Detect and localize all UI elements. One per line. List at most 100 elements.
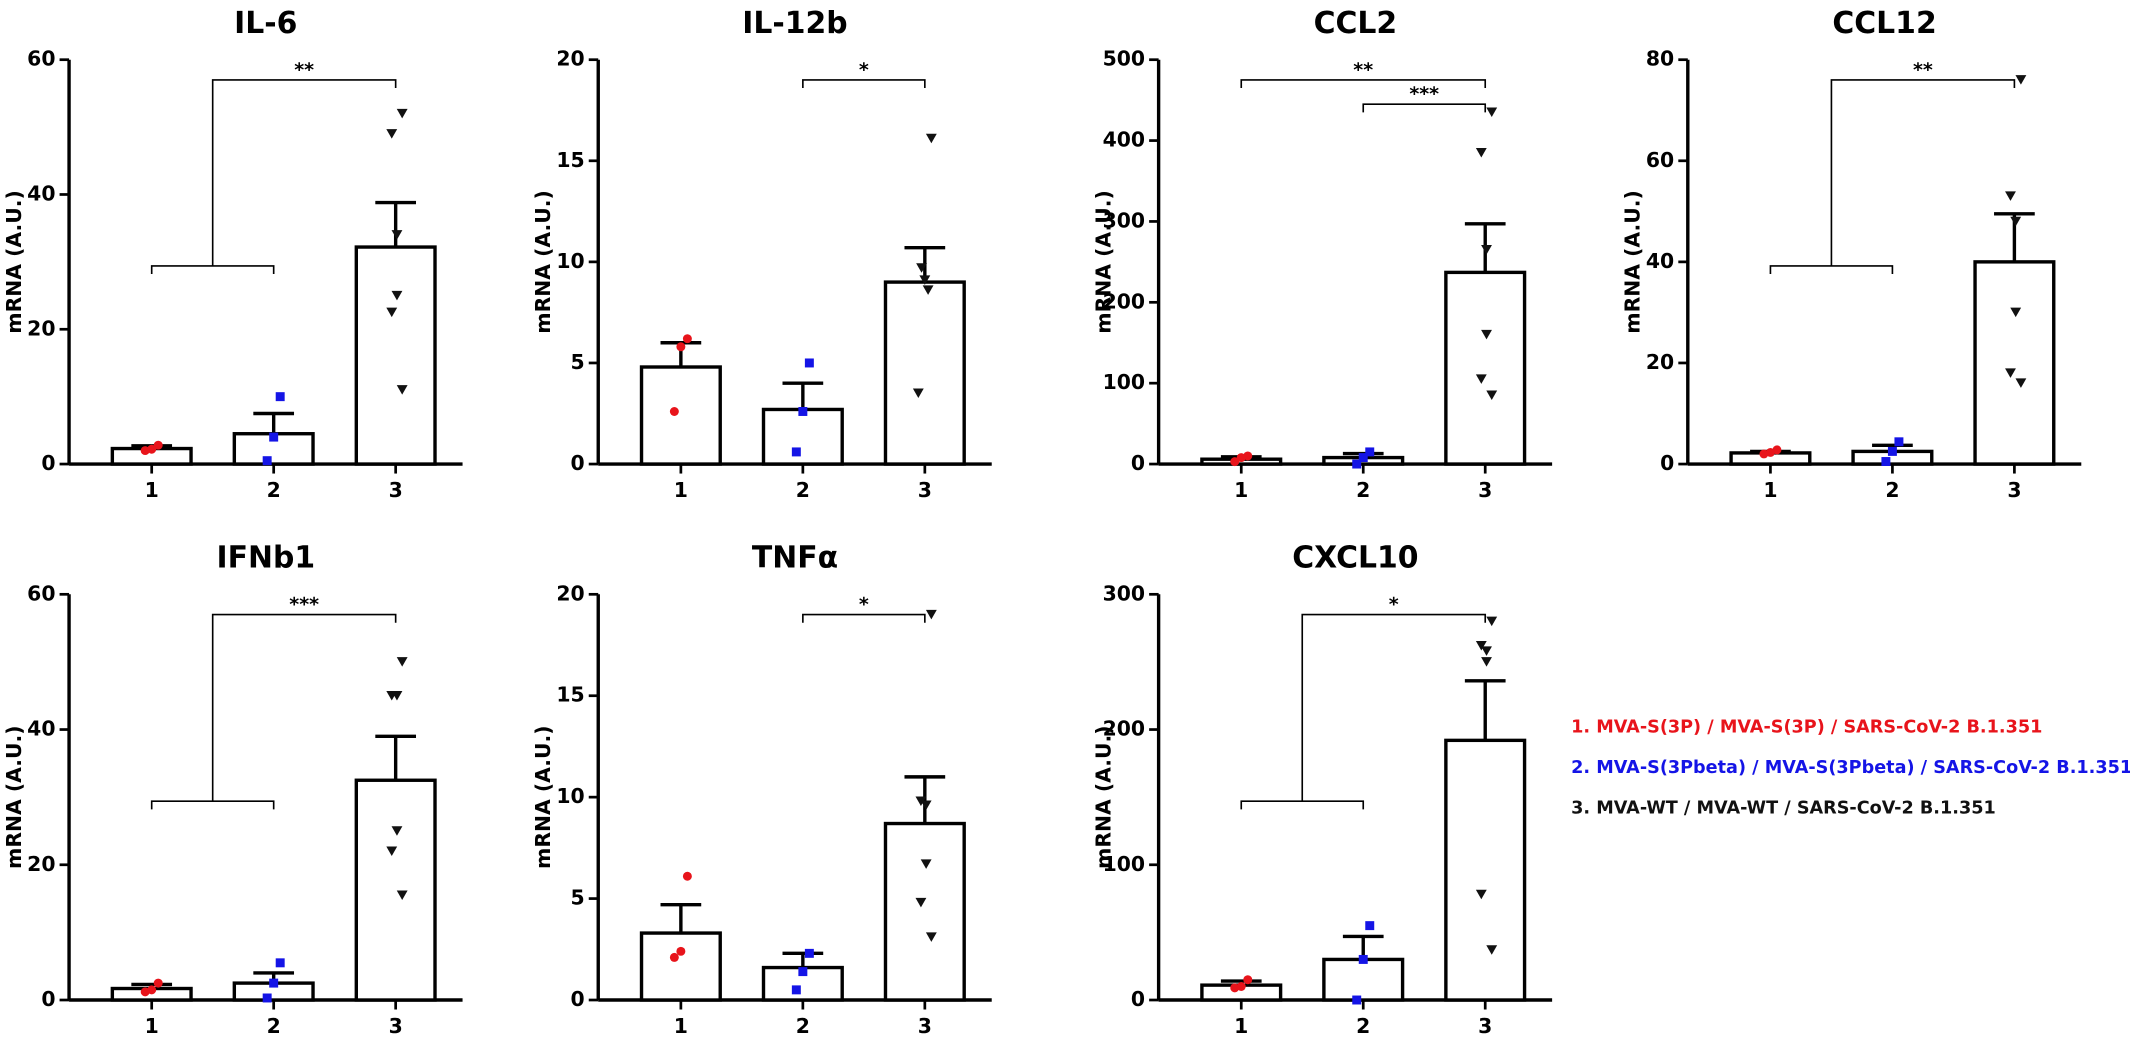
significance-bracket [150,79,397,275]
data-point [2015,378,2027,388]
chart-title: CXCL10 [1292,541,1418,576]
y-tick-label: 5 [571,350,585,374]
x-tick-label: 3 [1478,1014,1492,1038]
x-tick-label: 1 [1234,478,1248,502]
data-point [1481,657,1492,667]
y-tick-label: 10 [556,249,584,273]
chart-title: CCL2 [1314,6,1398,41]
significance-label: *** [1409,83,1439,105]
data-point [916,263,928,273]
y-tick-label: 80 [1646,47,1674,71]
y-tick-label: 60 [27,581,55,605]
bar [354,778,437,1002]
error-bar [375,200,417,248]
y-tick-label: 0 [571,987,585,1011]
data-point [1365,921,1375,931]
x-tick-label: 2 [796,1014,810,1038]
data-point [669,952,679,962]
y-tick-label: 20 [1646,350,1674,374]
bar [1973,260,2056,466]
data-point [1486,107,1498,118]
chart-title: CCL12 [1832,6,1936,41]
data-point [1894,437,1904,447]
significance-bracket [1240,79,1487,89]
y-axis-label: mRNA (A.U.) [531,190,555,333]
error-bar [375,734,417,781]
data-point [262,456,272,466]
data-point [1352,459,1362,469]
data-point [2010,216,2022,227]
data-point [676,342,686,352]
y-tick-label: 20 [556,47,584,71]
data-point [925,932,937,942]
data-point [2005,368,2016,378]
bar [883,821,966,1002]
data-point [386,129,398,139]
data-point [804,358,814,368]
bar [883,280,966,466]
y-tick-label: 15 [556,683,584,707]
data-point [269,978,279,988]
significance-label: * [1389,594,1399,616]
x-tick-label: 3 [918,478,932,502]
error-bar [782,951,824,968]
y-tick-label: 100 [1103,852,1145,876]
data-point [1486,945,1498,955]
significance-bracket [1240,613,1487,810]
significance-label: ** [1353,59,1373,81]
x-tick-label: 3 [918,1014,932,1038]
bar [639,931,722,1002]
significance-label: * [859,594,869,616]
data-point [396,890,408,900]
data-point [262,993,272,1003]
bar [1444,270,1527,466]
x-tick-label: 2 [1885,478,1899,502]
y-axis-label: mRNA (A.U.) [1621,190,1645,333]
data-point [1230,457,1240,467]
data-point [396,108,408,119]
data-point [676,946,686,956]
y-tick-label: 60 [27,47,55,71]
data-point [925,609,937,620]
y-tick-label: 20 [27,852,55,876]
data-point [798,967,808,977]
x-tick-label: 3 [389,478,403,502]
data-point [912,388,924,399]
error-bar [782,381,824,410]
y-axis-label: mRNA (A.U.) [2,725,26,868]
data-point [391,230,403,240]
significance-label: ** [294,59,314,81]
data-point [2005,191,2016,201]
x-tick-label: 2 [796,478,810,502]
y-tick-label: 300 [1103,208,1145,232]
x-tick-label: 1 [674,1014,688,1038]
data-point [1481,244,1492,255]
y-tick-label: 5 [571,886,585,910]
data-point [386,846,398,856]
y-tick-label: 20 [556,581,584,605]
y-tick-label: 60 [1646,148,1674,172]
data-point [682,334,692,344]
y-axis-label: mRNA (A.U.) [1091,725,1115,868]
y-tick-label: 10 [556,784,584,808]
data-point [153,440,163,450]
y-tick-label: 200 [1103,717,1145,741]
y-tick-label: 0 [571,451,585,475]
x-tick-label: 2 [267,478,281,502]
x-tick-label: 2 [267,1014,281,1038]
significance-label: *** [289,594,319,616]
data-point [804,948,814,958]
chart-title: IFNb1 [217,541,316,576]
x-tick-label: 1 [145,1014,159,1038]
data-point [1365,447,1375,457]
data-point [1759,449,1769,459]
data-point [682,871,692,881]
data-point [391,690,403,701]
x-tick-label: 3 [2007,478,2021,502]
data-point [140,987,150,997]
data-point [915,897,927,908]
data-point [1358,954,1368,964]
y-tick-label: 0 [1131,451,1145,475]
data-point [275,392,285,402]
